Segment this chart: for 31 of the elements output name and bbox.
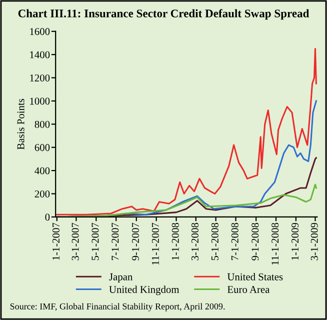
y-axis-title: Basis Points (17, 98, 24, 150)
source-note: Source: IMF, Global Financial Stability Report, April 2009. (10, 303, 225, 312)
y-tick-label: 800 (34, 120, 50, 128)
x-tick-label: 11-1-2007 (152, 222, 159, 265)
y-tick-label: 1000 (30, 98, 50, 105)
x-tick-label: 5-1-2008 (211, 222, 218, 260)
x-tick-label: 1-1-2009 (292, 222, 299, 260)
legend-label: Euro Area (227, 286, 270, 293)
x-tick-label: 1-1-2007 (52, 222, 60, 260)
x-tick-label: 9-1-2008 (252, 222, 259, 260)
y-tick-label: 200 (34, 190, 50, 198)
x-tick-label: 3-1-2009 (310, 222, 318, 260)
line-series (56, 48, 317, 216)
x-tick-label: 1-1-2008 (172, 222, 179, 260)
y-tick-label: 1400 (30, 51, 50, 58)
y-tick-label: 400 (34, 167, 50, 174)
x-tick-label: 11-1-2008 (272, 222, 279, 265)
y-tick-label: 1200 (30, 74, 50, 82)
legend-label: United Kingdom (109, 286, 180, 296)
y-tick-label: 600 (34, 144, 50, 152)
y-tick-label: 0 (45, 214, 50, 221)
y-tick-label: 1600 (30, 28, 50, 36)
x-tick-label: 3-1-2007 (72, 222, 79, 260)
legend-label: United States (227, 273, 283, 280)
x-tick-label: 9-1-2007 (132, 222, 139, 260)
legend-label: Japan (109, 273, 133, 282)
chart-title: Chart III.11: Insurance Sector Credit Default Swap Spread (18, 9, 310, 20)
x-tick-label: 7-1-2008 (231, 222, 238, 260)
x-tick-label: 3-1-2008 (191, 222, 198, 260)
x-tick-label: 7-1-2007 (112, 222, 119, 260)
x-tick-label: 5-1-2007 (92, 222, 99, 260)
